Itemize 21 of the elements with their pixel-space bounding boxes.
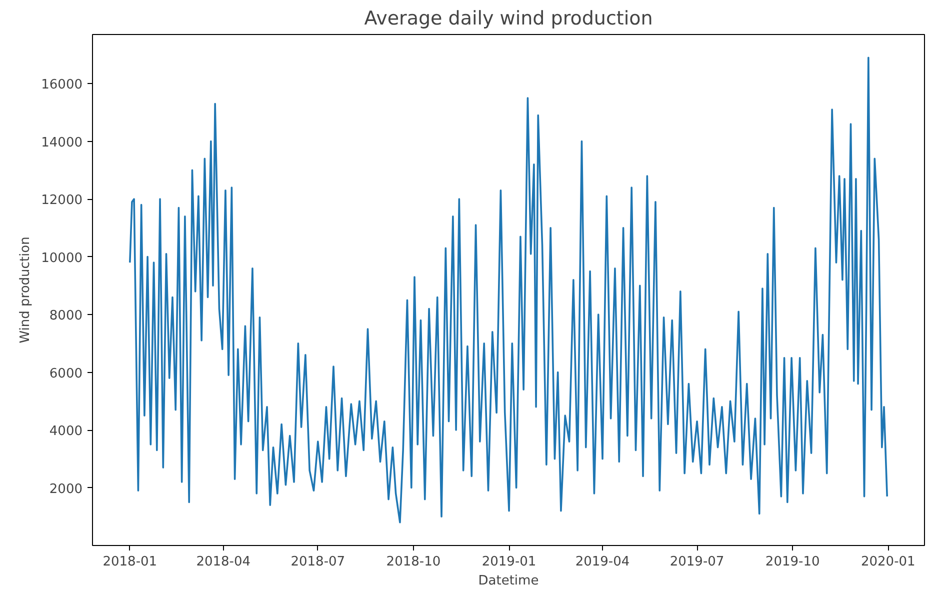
y-tick-label: 6000	[49, 366, 83, 382]
y-tick-label: 14000	[41, 135, 83, 150]
x-tick-label: 2019-01	[482, 554, 536, 570]
x-tick-label: 2018-01	[102, 554, 158, 570]
x-tick-label: 2018-07	[290, 554, 346, 570]
x-tick-label: 2018-04	[196, 554, 251, 570]
y-tick-label: 8000	[49, 308, 83, 324]
y-tick-label: 12000	[41, 193, 83, 208]
x-tick-label: 2019-07	[670, 554, 724, 570]
x-tick-label: 2019-10	[765, 554, 820, 570]
y-tick-label: 16000	[41, 78, 83, 93]
y-axis-title: Wind production	[18, 236, 34, 344]
y-tick-label: 2000	[49, 482, 83, 497]
x-tick-label: 2018-10	[386, 554, 441, 570]
line-series	[128, 56, 888, 524]
x-tick-label: 2019-04	[575, 554, 630, 570]
chart-title: Average daily wind production	[364, 8, 653, 30]
y-tick-label: 10000	[41, 250, 83, 266]
x-axis-title: Datetime	[478, 574, 539, 588]
x-tick-label: 2020-01	[860, 554, 916, 570]
y-tick-label: 4000	[49, 424, 83, 440]
